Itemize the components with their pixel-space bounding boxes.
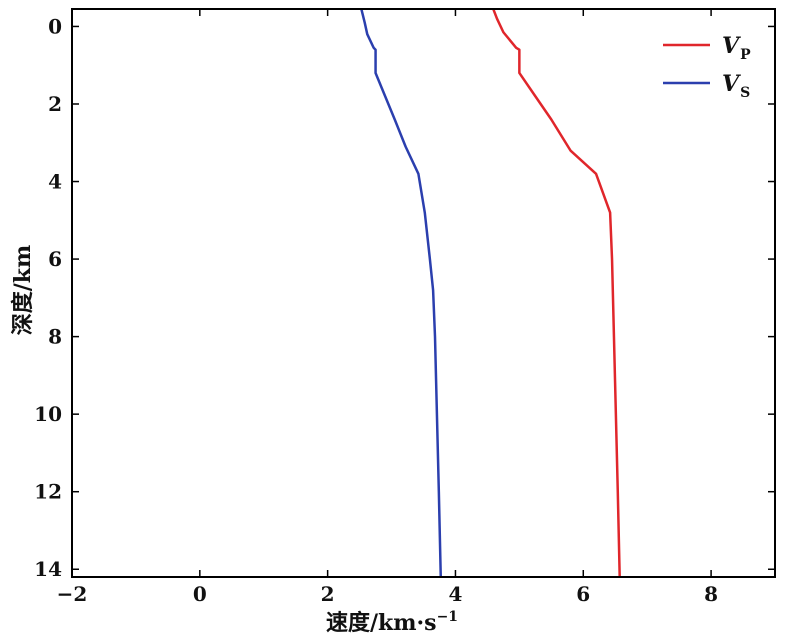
legend-label: VP [722, 33, 751, 63]
x-tick-label: 8 [704, 582, 718, 606]
x-tick-label: 0 [193, 582, 207, 606]
y-tick-label: 6 [48, 247, 62, 271]
y-tick-label: 4 [48, 170, 62, 194]
x-tick-label: 4 [448, 582, 462, 606]
y-tick-label: 12 [34, 480, 62, 504]
y-tick-label: 8 [48, 325, 62, 349]
x-axis-title: 速度/km·s−1 [326, 609, 458, 636]
legend: VP VS [663, 33, 751, 101]
y-axis-title: 深度/km [10, 245, 36, 336]
x-tick-label: 2 [321, 582, 335, 606]
x-tick-label: −2 [57, 582, 88, 606]
y-tick-label: 14 [34, 557, 62, 581]
y-tick-label: 2 [48, 92, 62, 116]
series-line-vp [491, 9, 621, 577]
x-tick-label: 6 [576, 582, 590, 606]
plot-frame [71, 8, 776, 578]
y-tick-label: 0 [48, 14, 62, 38]
y-tick-label: 10 [34, 402, 62, 426]
series-line-vs [360, 9, 443, 577]
legend-label: VS [722, 71, 750, 101]
